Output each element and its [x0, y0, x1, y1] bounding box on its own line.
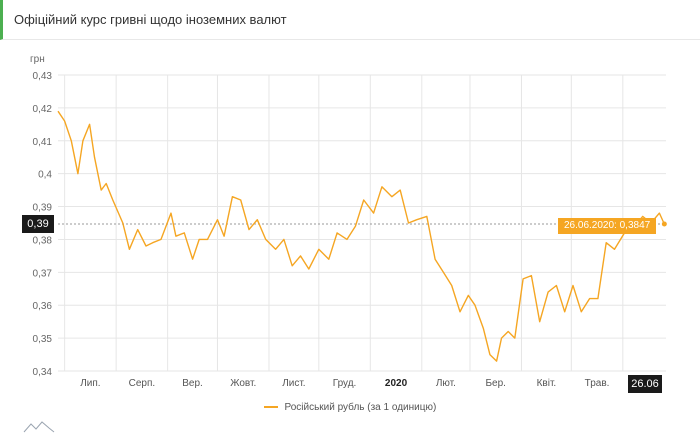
x-tick-label: Серп.	[129, 378, 156, 389]
x-tick-label: Квіт.	[537, 378, 557, 389]
x-tick-label: Бер.	[485, 378, 505, 389]
y-tick-label: 0,43	[33, 71, 53, 82]
data-tooltip: 26.06.2020: 0,3847	[558, 218, 657, 234]
mountain-chart-icon	[23, 421, 55, 433]
y-cursor-value: 0,39	[22, 215, 54, 233]
series-line-rub[interactable]	[57, 110, 665, 362]
y-tick-label: 0,34	[33, 367, 53, 378]
x-tick-label: 2020	[385, 378, 408, 389]
y-tick-label: 0,41	[33, 137, 53, 148]
panel-title: Офіційний курс гривні щодо іноземних вал…	[14, 12, 287, 27]
legend-label: Російський рубль (за 1 одиницю)	[284, 402, 437, 413]
y-tick-label: 0,4	[38, 170, 52, 181]
legend-swatch	[263, 406, 278, 409]
y-tick-label: 0,42	[33, 104, 53, 115]
y-tick-label: 0,35	[33, 334, 53, 345]
x-tick-label: Вер.	[182, 378, 203, 389]
line-chart[interactable]: грн 0,43 0,42 0,41 0,4 0,39 0,38 0,37 0,36 0,35 0,…	[0, 40, 700, 400]
x-tick-label: Лист.	[282, 378, 305, 389]
y-axis-unit: грн	[30, 54, 45, 65]
x-tick-label: Лют.	[436, 378, 456, 389]
x-cursor-date: 26.06	[628, 375, 662, 393]
y-tick-label: 0,36	[33, 301, 53, 312]
x-tick-label: Трав.	[585, 378, 610, 389]
x-tick-label: Груд.	[333, 378, 357, 389]
series-point-latest[interactable]	[661, 221, 667, 227]
x-tick-label: Жовт.	[230, 378, 256, 389]
y-tick-label: 0,37	[33, 268, 53, 279]
x-tick-label: Лип.	[80, 378, 100, 389]
chart-legend[interactable]: Російський рубль (за 1 одиницю)	[0, 402, 700, 413]
y-tick-label: 0,38	[33, 235, 53, 246]
y-tick-label: 0,39	[33, 203, 53, 214]
panel-header: Офіційний курс гривні щодо іноземних вал…	[0, 0, 700, 40]
